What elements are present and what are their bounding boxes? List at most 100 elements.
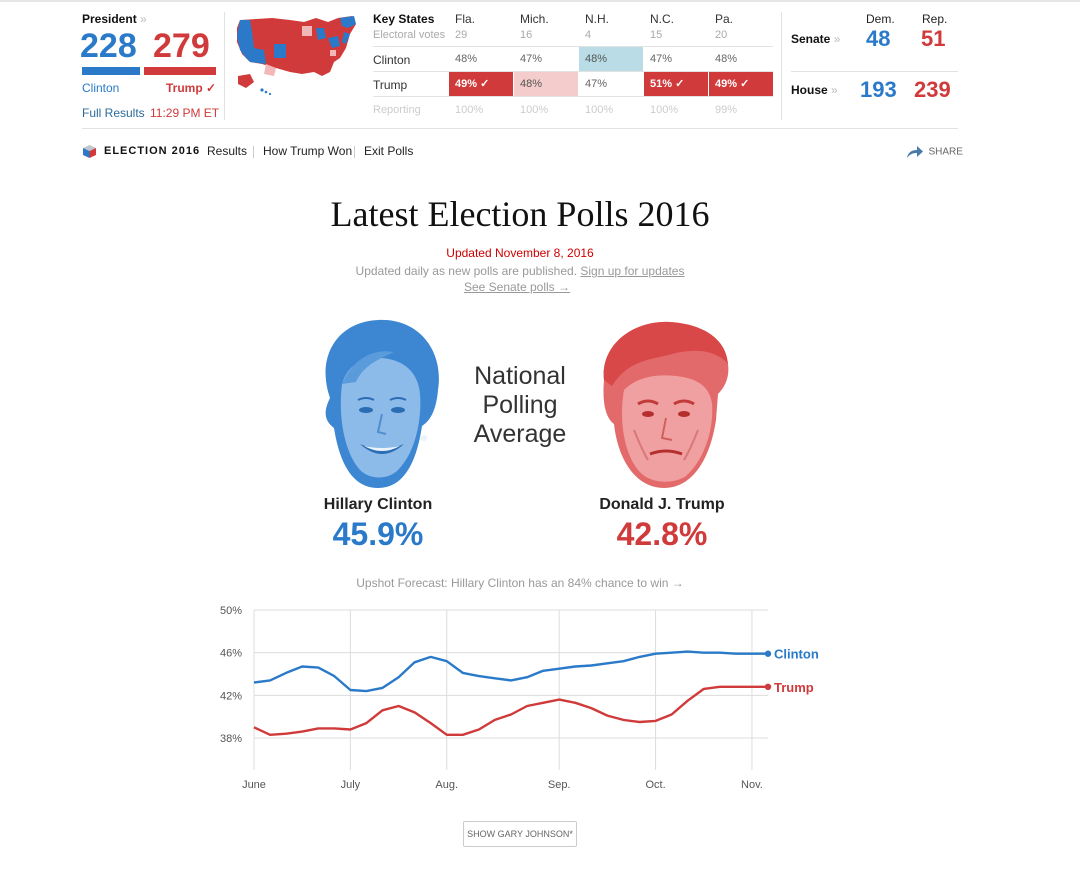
ev-fla: 29	[455, 29, 468, 41]
y-tick-label: 50%	[220, 605, 242, 617]
col-header-mich: Mich.	[520, 12, 549, 26]
checkmark-icon: ✓	[206, 81, 217, 95]
trump-average: 42.8%	[616, 516, 708, 552]
row-divider	[373, 96, 773, 97]
row-label-electoral: Electoral votes	[373, 29, 446, 41]
electoral-bar-dem	[82, 67, 140, 75]
header-divider	[82, 128, 958, 129]
signup-link[interactable]: Sign up for updates	[580, 264, 685, 278]
x-tick-label: Sep.	[548, 779, 571, 791]
divider	[781, 12, 782, 120]
y-tick-label: 42%	[220, 690, 242, 702]
updated-date: Updated November 8, 2016	[446, 246, 594, 260]
reporting-nh: 100%	[585, 104, 614, 116]
reporting-pa: 99%	[715, 104, 738, 116]
trump-nh: 47%	[585, 78, 608, 90]
clinton-portrait	[325, 319, 439, 488]
col-header-fla: Fla.	[455, 12, 476, 26]
row-label-reporting: Reporting	[373, 104, 421, 116]
col-header-pa: Pa.	[715, 12, 734, 26]
share-label: SHARE	[928, 146, 963, 158]
divider	[224, 12, 225, 120]
house-dem-seats: 193	[860, 77, 897, 102]
senate-dem-seats: 48	[866, 26, 891, 51]
series-line-trump	[253, 685, 768, 737]
ev-mich: 16	[520, 29, 533, 41]
trump-mich: 48%	[514, 72, 578, 96]
electoral-bar	[82, 67, 216, 75]
y-tick-label: 38%	[220, 733, 242, 745]
dem-header: Dem.	[866, 12, 895, 26]
trump-pa: 49% ✓	[709, 72, 773, 96]
rep-header: Rep.	[922, 12, 948, 26]
clinton-pa: 48%	[715, 53, 738, 65]
ev-pa: 20	[715, 29, 728, 41]
top-border	[0, 0, 1080, 2]
row-label-trump: Trump	[373, 78, 408, 92]
dem-electoral-votes: 228	[80, 27, 137, 65]
series-end-label: Clinton	[774, 647, 819, 662]
reporting-fla: 100%	[455, 104, 484, 116]
senate-polls-link-wrap: See Senate polls →	[0, 280, 1034, 294]
full-results-link[interactable]: Full Results	[82, 106, 145, 120]
col-header-nh: N.H.	[585, 12, 609, 26]
share-arrow-icon	[907, 145, 923, 158]
president-label[interactable]: President »	[82, 12, 147, 26]
electoral-bar-rep	[144, 67, 216, 75]
clinton-nh: 48%	[579, 47, 643, 71]
y-tick-label: 46%	[220, 648, 242, 660]
row-divider	[791, 71, 958, 72]
row-divider	[373, 46, 773, 47]
share-button[interactable]: SHARE	[906, 143, 963, 161]
nav-exit-polls[interactable]: Exit Polls	[364, 144, 414, 158]
election-2016-brand[interactable]: ELECTION 2016	[104, 145, 201, 157]
clinton-fla: 48%	[455, 53, 478, 65]
series-endpoint	[764, 650, 772, 657]
house-label[interactable]: House »	[791, 83, 838, 97]
x-tick-label: Nov.	[741, 779, 763, 791]
dem-candidate-label: Clinton	[82, 81, 120, 95]
nav-separator	[253, 146, 254, 158]
reporting-nc: 100%	[650, 104, 679, 116]
x-tick-label: June	[242, 779, 266, 791]
rep-candidate-label: Trump ✓	[166, 81, 217, 95]
nav-how-trump-won[interactable]: How Trump Won	[263, 144, 353, 158]
polling-average-chart: 50% 46% 42% 38% June July Aug. Sep. Oct. Nov. Clin…	[220, 605, 819, 791]
senate-rep-seats: 51	[921, 26, 946, 51]
nav-separator	[354, 146, 355, 158]
house-rep-seats: 239	[914, 77, 951, 102]
series-line-clinton	[253, 650, 768, 693]
page-title: Latest Election Polls 2016	[330, 194, 710, 234]
ballot-box-icon	[83, 145, 96, 158]
trump-portrait	[603, 321, 729, 488]
row-label-clinton: Clinton	[373, 53, 411, 67]
row-divider	[373, 71, 773, 72]
col-header-nc: N.C.	[650, 12, 674, 26]
nav-results[interactable]: Results	[207, 144, 248, 158]
reporting-mich: 100%	[520, 104, 549, 116]
key-states-title: Key States	[373, 12, 435, 26]
x-tick-label: Aug.	[435, 779, 458, 791]
clinton-name: Hillary Clinton	[323, 496, 433, 513]
show-gary-johnson-button[interactable]: SHOW GARY JOHNSON*	[463, 821, 577, 847]
upshot-forecast-link[interactable]: Upshot Forecast: Hillary Clinton has an …	[356, 576, 684, 590]
clinton-nc: 47%	[650, 53, 673, 65]
trump-nc: 51% ✓	[644, 72, 708, 96]
results-timestamp: 11:29 PM ET	[150, 106, 220, 120]
x-tick-label: July	[341, 779, 361, 791]
senate-polls-link[interactable]: See Senate polls →	[463, 280, 571, 294]
us-map-graphic	[237, 16, 356, 96]
senate-label[interactable]: Senate »	[791, 32, 841, 46]
update-note: Updated daily as new polls are published…	[355, 264, 685, 278]
x-tick-label: Oct.	[645, 779, 665, 791]
trump-fla: 49% ✓	[449, 72, 513, 96]
clinton-average: 45.9%	[332, 516, 424, 552]
clinton-mich: 47%	[520, 53, 543, 65]
series-end-label: Trump	[774, 680, 814, 695]
series-endpoint	[764, 683, 772, 690]
us-results-map[interactable]	[232, 14, 360, 100]
ev-nc: 15	[650, 29, 663, 41]
polling-average-label: National Polling Average	[473, 362, 567, 448]
trump-name: Donald J. Trump	[599, 496, 725, 513]
ev-nh: 4	[585, 29, 592, 41]
